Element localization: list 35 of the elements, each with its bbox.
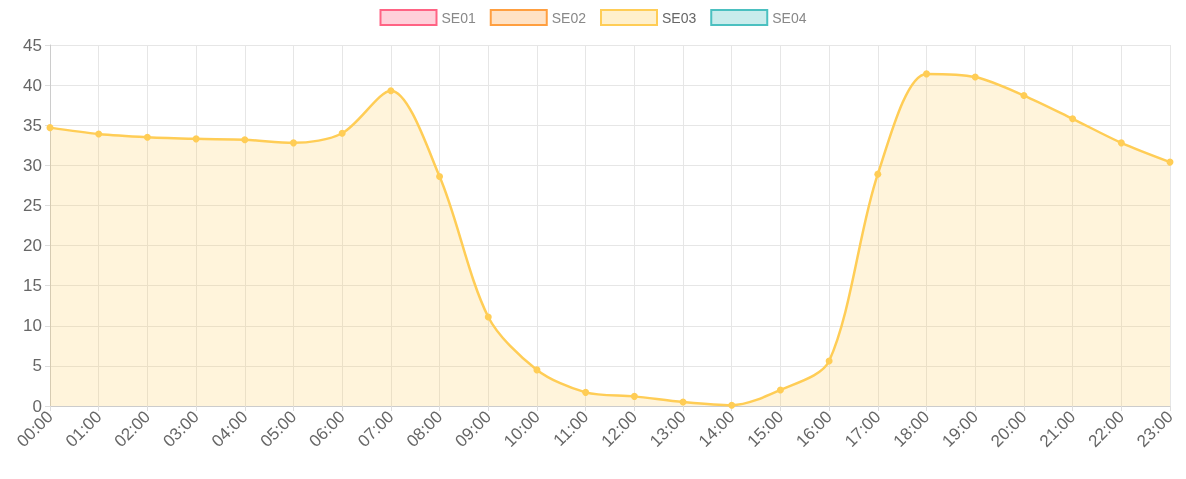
- point: [971, 73, 979, 81]
- legend-label: SE02: [551, 9, 587, 26]
- point: [289, 139, 297, 147]
- point: [728, 401, 736, 409]
- point: [825, 357, 833, 365]
- point: [776, 386, 784, 394]
- y-tick-label: 40: [23, 75, 42, 95]
- point: [484, 313, 492, 321]
- point: [874, 170, 882, 178]
- y-tick-label: 5: [32, 356, 42, 376]
- point: [630, 392, 638, 400]
- y-tick-label: 45: [23, 35, 42, 55]
- point: [1020, 92, 1028, 100]
- point: [923, 70, 931, 78]
- point: [95, 130, 103, 138]
- y-tick-label: 20: [23, 236, 42, 256]
- point: [387, 87, 395, 95]
- y-tick-label: 25: [23, 195, 42, 215]
- y-tick-label: 15: [23, 276, 42, 296]
- point: [338, 129, 346, 137]
- y-tick-label: 35: [23, 115, 42, 135]
- point: [192, 135, 200, 143]
- legend-label: SE03: [662, 9, 697, 26]
- legend-label: SE01: [441, 9, 476, 26]
- point: [582, 388, 590, 396]
- point: [436, 173, 444, 181]
- point: [1117, 139, 1125, 147]
- y-tick-label: 30: [23, 155, 42, 175]
- point: [1069, 115, 1077, 123]
- y-tick-label: 10: [23, 316, 42, 336]
- point: [46, 124, 54, 132]
- y-tick-label: 0: [32, 396, 42, 416]
- point: [241, 136, 249, 144]
- legend-label: SE04: [772, 9, 807, 26]
- point: [143, 133, 151, 141]
